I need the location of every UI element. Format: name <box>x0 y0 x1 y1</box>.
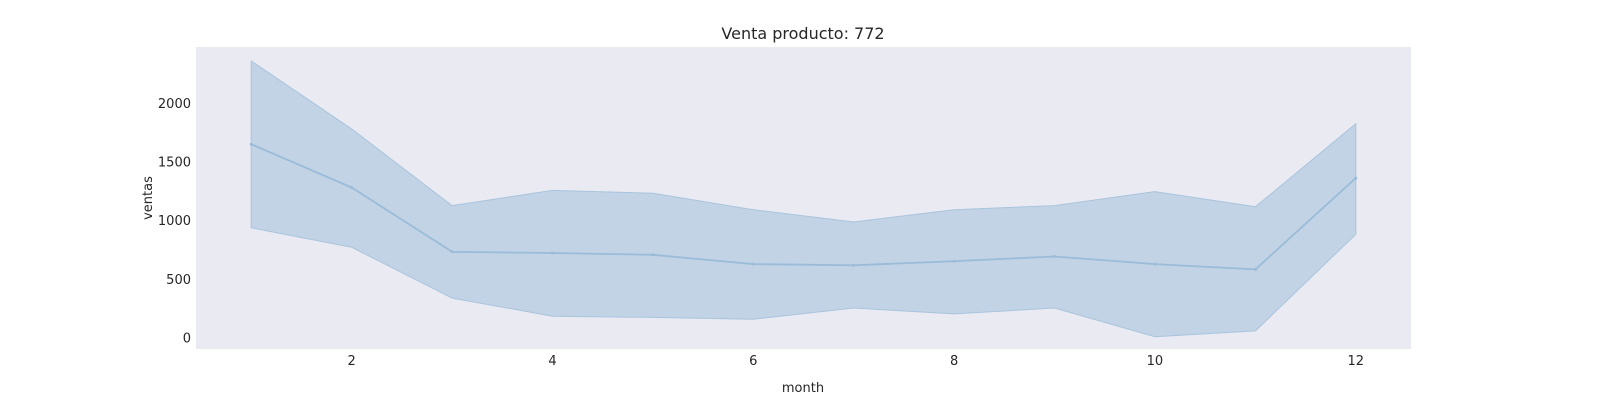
y-tick-label: 500 <box>166 273 191 288</box>
data-point <box>249 142 253 146</box>
data-point <box>1354 176 1358 180</box>
x-tick-labels: 2 4 6 8 10 12 <box>347 354 1364 369</box>
data-point <box>852 263 856 267</box>
data-point <box>1253 267 1257 271</box>
series-line <box>250 143 1357 271</box>
x-tick-label: 6 <box>749 354 757 369</box>
y-tick-label: 2000 <box>158 97 191 112</box>
confidence-band <box>250 60 1357 338</box>
y-tick-label: 1500 <box>158 156 191 171</box>
y-tick-label: 1000 <box>158 214 191 229</box>
y-tick-labels: 0 500 1000 1500 2000 <box>158 97 191 346</box>
series-line-layer <box>249 142 1358 271</box>
x-tick-label: 8 <box>950 354 958 369</box>
data-point <box>751 262 755 266</box>
y-axis-label: ventas <box>141 176 156 220</box>
data-point <box>952 259 956 263</box>
data-point <box>350 186 354 189</box>
confidence-band-layer <box>250 60 1357 338</box>
chart-title: Venta producto: 772 <box>721 24 884 43</box>
data-point <box>551 251 554 255</box>
data-point <box>1053 255 1056 258</box>
data-point <box>1153 262 1157 266</box>
data-point <box>651 253 655 257</box>
x-tick-label: 12 <box>1348 354 1365 369</box>
x-tick-label: 2 <box>347 354 355 369</box>
data-point <box>450 250 454 254</box>
x-tick-label: 4 <box>548 354 556 369</box>
x-tick-label: 10 <box>1147 354 1164 369</box>
x-axis-label: month <box>782 381 824 396</box>
y-tick-label: 0 <box>183 331 191 346</box>
